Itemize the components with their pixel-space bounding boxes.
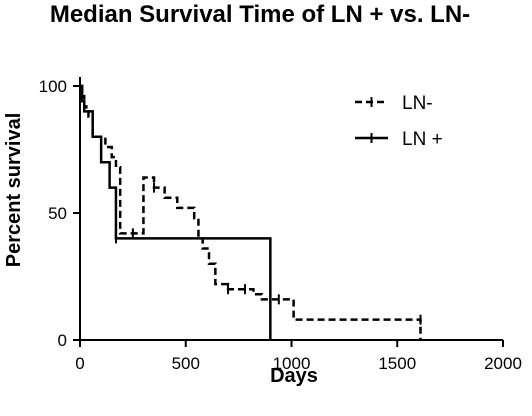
x-tick-label: 2000: [484, 354, 522, 373]
y-tick-label: 50: [48, 204, 67, 223]
legend-item-ln-minus: LN-: [355, 93, 433, 114]
x-axis-title: Days: [270, 365, 318, 387]
legend-label-ln-plus: LN +: [402, 129, 443, 150]
series-line-ln-plus: [80, 84, 272, 340]
series-layer: [80, 84, 422, 340]
x-tick-label: 0: [75, 354, 84, 373]
y-tick-label: 100: [39, 77, 67, 96]
series-line-ln-minus: [80, 84, 422, 340]
axis-ticks: 0 500 1000 1500 2000 0 50 100: [39, 77, 522, 373]
legend-label-ln-minus: LN-: [402, 93, 433, 114]
plot-area: 0 500 1000 1500 2000 0 50 100: [39, 77, 522, 373]
x-tick-label: 1000: [273, 354, 311, 373]
x-tick-label: 1500: [378, 354, 416, 373]
legend: LN- LN +: [355, 93, 443, 150]
y-axis-title: Percent survival: [3, 113, 25, 268]
x-tick-label: 500: [172, 354, 200, 373]
y-tick-label: 0: [58, 331, 67, 350]
chart-title: Median Survival Time of LN + vs. LN-: [50, 1, 470, 28]
legend-item-ln-plus: LN +: [355, 129, 443, 150]
